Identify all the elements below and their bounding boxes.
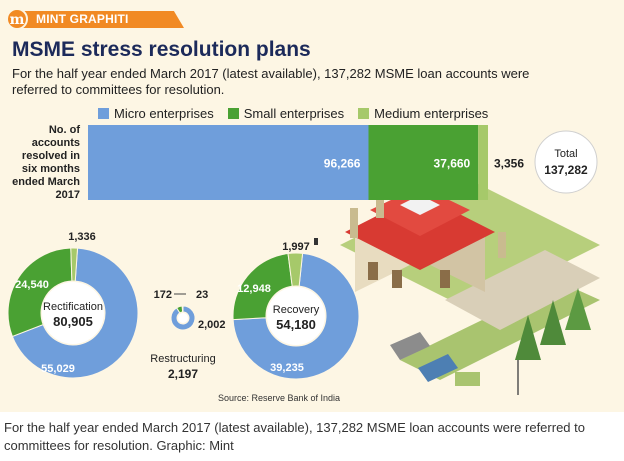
- donut1-slice-2: [7, 247, 73, 338]
- donut1-slice-1: [11, 247, 139, 379]
- source-note: Source: Reserve Bank of India: [218, 393, 341, 403]
- total-value: 137,282: [544, 163, 588, 177]
- donut1-slice-3: [70, 247, 79, 282]
- bar-value-label-2: 37,660: [434, 157, 471, 171]
- total-circle: [534, 130, 598, 194]
- legend: Micro enterprises Small enterprises Medi…: [98, 106, 488, 121]
- donut3-slice-label-2: 12,948: [237, 283, 271, 295]
- mint-logo: m: [6, 8, 28, 30]
- door-left: [368, 262, 378, 280]
- infographic-panel: m MINT GRAPHITI MSME stress resolution p…: [0, 0, 624, 412]
- donut2-hole: [178, 313, 188, 323]
- window-left: [392, 270, 402, 288]
- donut1-hole: [42, 282, 104, 344]
- donut3-slice-1: [232, 252, 360, 380]
- bar-category-label: No. of accounts resolved in six months e…: [12, 124, 80, 201]
- figure-caption: For the half year ended March 2017 (late…: [4, 420, 585, 453]
- donut1-center-label: Rectification: [43, 301, 103, 313]
- donut1-slice-label-3: 1,336: [68, 231, 96, 243]
- donut1-center-value: 80,905: [53, 314, 93, 329]
- donut3-hole: [267, 287, 325, 345]
- bar-value-label-3: 3,356: [494, 157, 524, 171]
- donut3-center-label: Recovery: [273, 304, 320, 316]
- car-grey: [390, 332, 430, 360]
- legend-item-micro: Micro enterprises: [98, 106, 214, 121]
- donut2-center-label: Restructuring: [150, 353, 215, 365]
- window-right: [440, 270, 450, 288]
- donut3-slice-label-3: 1,997: [282, 241, 310, 253]
- bush: [455, 372, 480, 386]
- chart-title: MSME stress resolution plans: [12, 38, 311, 61]
- brand-banner: [16, 11, 184, 28]
- tree-1: [515, 315, 541, 360]
- legend-label-medium: Medium enterprises: [374, 106, 489, 121]
- chart-subtitle: For the half year ended March 2017 (late…: [12, 66, 530, 97]
- donut3-slice-label-1: 39,235: [270, 362, 304, 374]
- legend-item-medium: Medium enterprises: [358, 106, 488, 121]
- pillar-4: [498, 232, 506, 258]
- tree-3: [565, 288, 591, 330]
- legend-label-small: Small enterprises: [243, 106, 345, 121]
- donut2-slice-1: [170, 305, 196, 331]
- donut3-slice-2: [232, 252, 293, 321]
- donut1-slice-label-1: 55,029: [41, 363, 75, 375]
- lamp-marker: [314, 238, 318, 245]
- mint-graphiti-brand: m MINT GRAPHITI: [6, 8, 186, 30]
- donut3-slice-3: [287, 252, 304, 287]
- donut2-slice-label-1: 2,002: [198, 319, 226, 331]
- grass-lower: [400, 282, 600, 380]
- legend-swatch-medium: [358, 108, 370, 119]
- tree-2: [540, 300, 566, 345]
- pillar-2: [376, 192, 384, 218]
- donut3-center-value: 54,180: [276, 317, 316, 332]
- bar-segment-2: [368, 125, 479, 200]
- donut2-slice-label-2: 172: [154, 289, 172, 301]
- bar-segment-3: [478, 125, 488, 200]
- legend-item-small: Small enterprises: [227, 106, 345, 121]
- total-label: Total: [554, 148, 577, 160]
- car-blue: [418, 354, 458, 382]
- building-illustration: [314, 176, 600, 395]
- pillar-1: [350, 208, 358, 238]
- plaza-tiles: [445, 250, 600, 330]
- chart-canvas: 96,266 37,660 3,356 Total 137,282 Rectificati…: [7, 125, 600, 395]
- brand-name: MINT GRAPHITI: [36, 12, 129, 26]
- donut1-slice-label-2: 24,540: [15, 279, 49, 291]
- donut2-slice-label-3: 23: [196, 289, 208, 301]
- bar-value-label-1: 96,266: [324, 157, 361, 171]
- legend-label-micro: Micro enterprises: [114, 106, 214, 121]
- donut2-slice-3: [181, 305, 184, 313]
- donut2-center-value: 2,197: [168, 367, 198, 381]
- legend-swatch-small: [227, 108, 239, 119]
- legend-swatch-micro: [98, 108, 109, 119]
- bar-segment-1: [88, 125, 369, 200]
